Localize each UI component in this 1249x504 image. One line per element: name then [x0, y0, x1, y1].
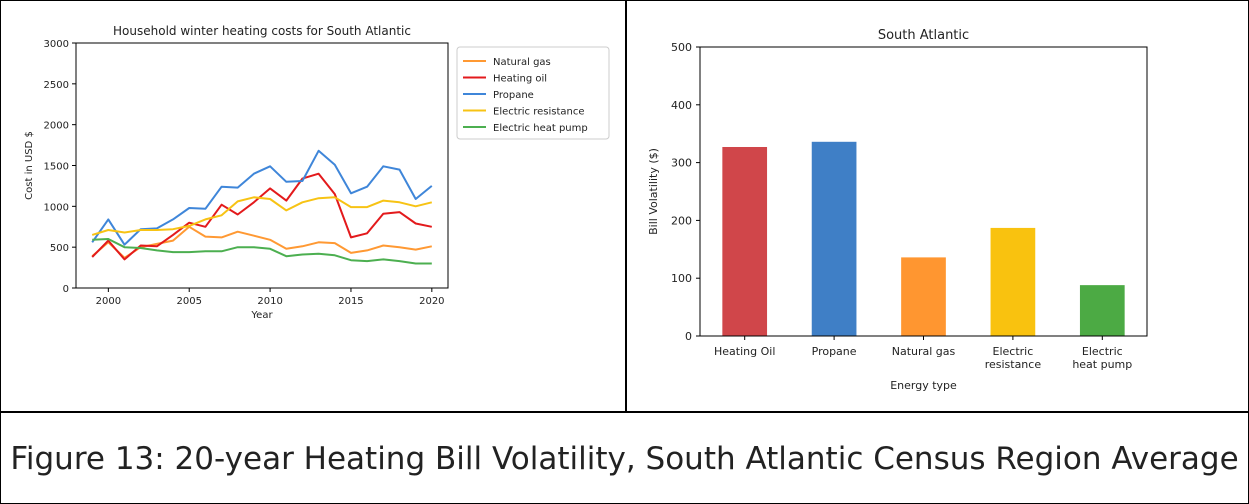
series-line [91, 149, 433, 246]
y-axis-label: Bill Volatility ($) [647, 148, 660, 235]
line-chart-title: Household winter heating costs for South… [113, 24, 411, 38]
y-tick-label: 2000 [44, 121, 69, 132]
line-chart-panel: Household winter heating costs for South… [1, 1, 627, 411]
x-tick-label: 2015 [338, 296, 363, 307]
bar [901, 257, 946, 336]
line-chart: Household winter heating costs for South… [24, 24, 610, 321]
y-tick-label: 1000 [44, 202, 69, 213]
bar-chart: South Atlantic 0 100 200 300 400 500 Heating Oi… [647, 28, 1148, 392]
x-axis-label: Year [250, 310, 273, 321]
series-line [91, 172, 433, 261]
y-tick-label: 200 [671, 214, 692, 227]
x-tick-label: 2010 [257, 296, 282, 307]
x-axis-label: Energy type [890, 379, 957, 392]
y-tick-label: 500 [671, 41, 692, 54]
bar [722, 146, 768, 336]
y-tick-label: 2500 [44, 80, 69, 91]
y-tick-label: 0 [685, 330, 692, 343]
y-tick-label: 100 [671, 272, 692, 285]
plot-frame [699, 46, 1148, 337]
x-tick-label: Electric heat pump [1072, 345, 1132, 371]
series-line [91, 225, 433, 259]
x-tick-label: Heating Oil [714, 345, 775, 358]
bar [1079, 285, 1125, 336]
bar-chart-title: South Atlantic [878, 28, 969, 43]
y-tick-label: 300 [671, 157, 692, 170]
series-line [91, 196, 433, 236]
figure-caption: Figure 13: 20-year Heating Bill Volatili… [10, 440, 1239, 477]
x-tick-label: Electric resistance [985, 345, 1042, 371]
legend-label: Electric resistance [493, 107, 585, 118]
y-tick-label: 400 [671, 99, 692, 112]
table-divider [0, 411, 1249, 413]
legend-label: Electric heat pump [493, 123, 588, 134]
x-tick-label: 2005 [176, 296, 201, 307]
y-axis-label: Cost in USD $ [24, 131, 35, 200]
x-tick-label: 2020 [419, 296, 444, 307]
x-tick-label: Natural gas [892, 345, 956, 358]
legend-label: Heating oil [493, 74, 547, 85]
legend: Natural gas Heating oil Propane Electric re… [456, 46, 610, 140]
legend-box [456, 46, 610, 140]
bar [811, 141, 857, 336]
y-tick-label: 0 [63, 284, 69, 295]
series-line [92, 238, 432, 265]
legend-label: Natural gas [493, 57, 551, 68]
x-tick-label: 2000 [96, 296, 121, 307]
legend-label: Propane [493, 90, 534, 101]
y-tick-label: 1500 [44, 162, 69, 173]
x-tick-label: Propane [812, 345, 857, 358]
plot-frame [75, 42, 449, 289]
bar [990, 227, 1036, 336]
y-tick-label: 3000 [44, 39, 69, 50]
bar-chart-panel: South Atlantic 0 100 200 300 400 500 Heating Oi… [627, 1, 1247, 411]
y-tick-label: 500 [50, 243, 69, 254]
